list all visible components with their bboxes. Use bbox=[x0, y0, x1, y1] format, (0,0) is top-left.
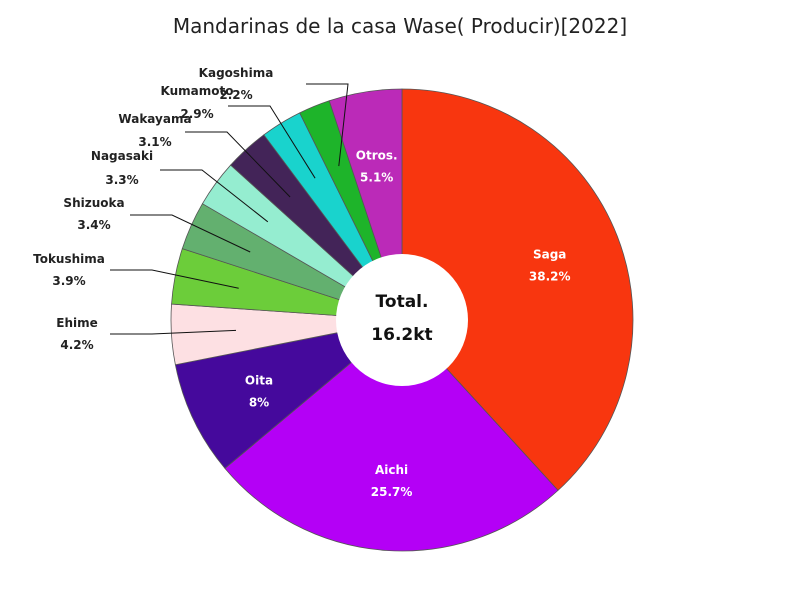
slice-label-tokushima: Tokushima bbox=[33, 252, 105, 266]
slice-oita[interactable] bbox=[174, 319, 403, 469]
slice-label-ehime: Ehime bbox=[56, 316, 98, 330]
slice-value-wakayama: 3.1% bbox=[138, 135, 171, 149]
slice-label-oita: Oita bbox=[245, 373, 273, 387]
slice-value-kagoshima: 2.2% bbox=[219, 88, 252, 102]
center-label: Total. bbox=[376, 292, 429, 312]
slice-label-otros: Otros. bbox=[356, 149, 398, 163]
slice-label-kumamoto: Kumamoto bbox=[161, 84, 234, 98]
slice-value-aichi: 25.7% bbox=[371, 485, 413, 499]
slice-value-otros: 5.1% bbox=[360, 171, 393, 185]
slice-label-shizuoka: Shizuoka bbox=[63, 196, 124, 210]
leader-line-ehime bbox=[110, 329, 237, 335]
chart-title: Mandarinas de la casa Wase( Producir)[20… bbox=[172, 14, 628, 38]
slice-label-nagasaki: Nagasaki bbox=[91, 149, 153, 163]
leader-line-nagasaki bbox=[160, 169, 269, 223]
slice-value-ehime: 4.2% bbox=[60, 338, 93, 352]
leader-line-kumamoto bbox=[228, 105, 316, 179]
slice-saga[interactable] bbox=[401, 88, 634, 491]
leader-line-tokushima bbox=[110, 269, 239, 289]
leader-line-kagoshima bbox=[306, 83, 349, 167]
slices-group bbox=[170, 88, 634, 552]
slice-value-tokushima: 3.9% bbox=[52, 274, 85, 288]
slice-value-kumamoto: 2.9% bbox=[180, 107, 213, 121]
slice-value-oita: 8% bbox=[249, 395, 269, 409]
leader-line-shizuoka bbox=[130, 214, 251, 253]
leader-lines-group bbox=[110, 83, 349, 335]
slice-aichi[interactable] bbox=[224, 319, 559, 552]
slice-value-nagasaki: 3.3% bbox=[105, 173, 138, 187]
slice-value-shizuoka: 3.4% bbox=[77, 218, 110, 232]
slice-label-aichi: Aichi bbox=[375, 463, 408, 477]
slice-label-saga: Saga bbox=[533, 248, 566, 262]
donut-hole bbox=[336, 254, 468, 386]
slice-label-wakayama: Wakayama bbox=[118, 112, 191, 126]
labels-group: Saga 38.2% Aichi 25.7% Oita 8% Ehime 4.2% Tokush… bbox=[33, 66, 570, 499]
slice-value-saga: 38.2% bbox=[529, 270, 571, 284]
leader-line-wakayama bbox=[185, 131, 291, 198]
slice-label-kagoshima: Kagoshima bbox=[199, 66, 274, 80]
center-value: 16.2kt bbox=[371, 325, 432, 345]
